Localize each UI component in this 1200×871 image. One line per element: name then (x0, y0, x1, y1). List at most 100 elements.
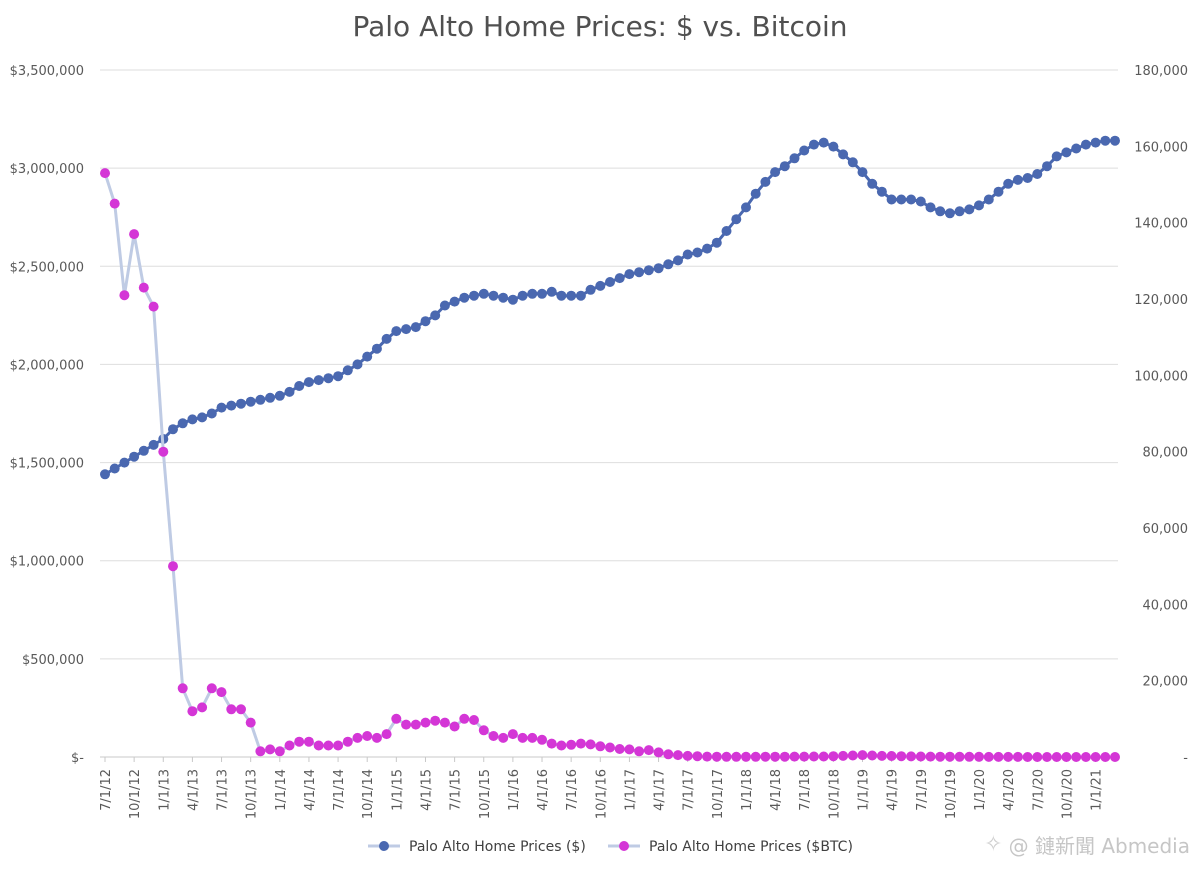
data-point (245, 396, 256, 407)
x-tick-label: 4/1/17 (653, 769, 668, 811)
data-point (391, 713, 402, 724)
data-point (168, 424, 178, 435)
left-y-axis: $- $500,000 $1,000,000 $1,500,000 $2,000,000… (10, 64, 85, 766)
data-point (498, 732, 509, 743)
data-point (935, 751, 946, 762)
data-point (401, 719, 412, 730)
right-tick-label: 40,000 (1143, 598, 1189, 613)
x-tick-label: 7/1/13 (216, 769, 231, 811)
data-point (1022, 173, 1033, 183)
data-point (294, 381, 305, 391)
data-point (410, 719, 421, 730)
data-point (177, 683, 188, 694)
left-tick-label: $2,000,000 (10, 358, 84, 373)
data-point (449, 721, 460, 732)
data-point (420, 717, 431, 728)
data-point (974, 200, 984, 211)
x-tick-label: 10/1/14 (361, 769, 376, 819)
x-tick-label: 7/1/19 (915, 769, 930, 811)
data-point (187, 414, 198, 425)
data-point (838, 750, 849, 761)
data-point (692, 751, 703, 762)
data-point (575, 290, 586, 301)
data-point (741, 751, 751, 762)
legend-label: Palo Alto Home Prices ($BTC) (649, 839, 853, 855)
data-point (896, 194, 907, 205)
x-tick-label: 1/1/14 (274, 769, 289, 811)
data-point (439, 717, 450, 728)
x-tick-label: 1/1/20 (973, 769, 988, 811)
x-tick-label: 7/1/16 (565, 769, 580, 811)
data-point (983, 751, 994, 762)
data-point (1071, 752, 1082, 762)
data-point (1003, 751, 1014, 762)
data-point (1022, 752, 1033, 762)
data-point (906, 194, 917, 205)
data-point (789, 153, 800, 164)
right-y-axis: - 20,000 40,000 60,000 80,000 100,000 120,000 1… (1134, 64, 1188, 766)
x-tick-label: 1/1/15 (390, 769, 405, 811)
data-point (682, 750, 693, 761)
series-2 (100, 168, 1120, 762)
data-point (1032, 752, 1043, 762)
data-point (1003, 178, 1014, 189)
data-point (595, 280, 606, 291)
x-tick-label: 4/1/18 (769, 769, 784, 811)
data-point (362, 731, 373, 741)
x-tick-label: 10/1/16 (594, 769, 609, 819)
data-point (216, 402, 227, 413)
data-point (857, 167, 868, 178)
binance-diamond-icon: ✧ (984, 832, 1003, 857)
data-point (896, 751, 907, 762)
data-point (585, 284, 596, 295)
data-point (410, 322, 421, 333)
data-point (265, 392, 276, 403)
x-tick-label: 4/1/19 (886, 769, 901, 811)
data-point (100, 168, 110, 179)
data-point (634, 746, 645, 757)
data-point (799, 751, 810, 762)
data-point (478, 288, 489, 299)
legend-item: Palo Alto Home Prices ($BTC) (608, 839, 853, 855)
data-point (1042, 752, 1052, 762)
data-point (158, 446, 169, 457)
left-tick-label: $2,500,000 (10, 260, 84, 275)
data-point (556, 740, 567, 751)
data-point (867, 750, 878, 761)
data-point (313, 740, 324, 751)
right-tick-label: 100,000 (1134, 369, 1188, 384)
data-point (498, 292, 509, 303)
data-point (925, 202, 936, 213)
data-point (469, 715, 479, 725)
data-point (760, 751, 771, 762)
right-tick-label: 80,000 (1143, 446, 1189, 461)
data-point (527, 732, 538, 743)
data-point (770, 751, 781, 762)
data-point (1110, 135, 1120, 146)
series-line (104, 139, 1115, 476)
data-point (333, 740, 344, 751)
chart-title: Palo Alto Home Prices: $ vs. Bitcoin (352, 10, 848, 43)
data-point (721, 751, 732, 762)
left-tick-label: $3,000,000 (10, 162, 84, 177)
x-tick-label: 4/1/15 (419, 769, 434, 811)
data-point (109, 198, 120, 209)
series-1 (100, 135, 1120, 480)
data-point (119, 290, 130, 301)
data-point (789, 751, 800, 762)
legend-swatch-marker (619, 841, 629, 851)
data-point (566, 739, 577, 750)
data-point (459, 292, 470, 303)
data-point (828, 751, 839, 762)
data-point (1012, 174, 1023, 185)
data-point (634, 267, 645, 278)
data-point (964, 204, 975, 215)
data-point (1080, 752, 1091, 762)
x-tick-label: 7/1/17 (682, 769, 697, 811)
data-point (449, 296, 460, 307)
data-point (614, 744, 625, 754)
data-point (847, 157, 858, 168)
data-point (1100, 135, 1111, 146)
data-point (818, 137, 829, 148)
